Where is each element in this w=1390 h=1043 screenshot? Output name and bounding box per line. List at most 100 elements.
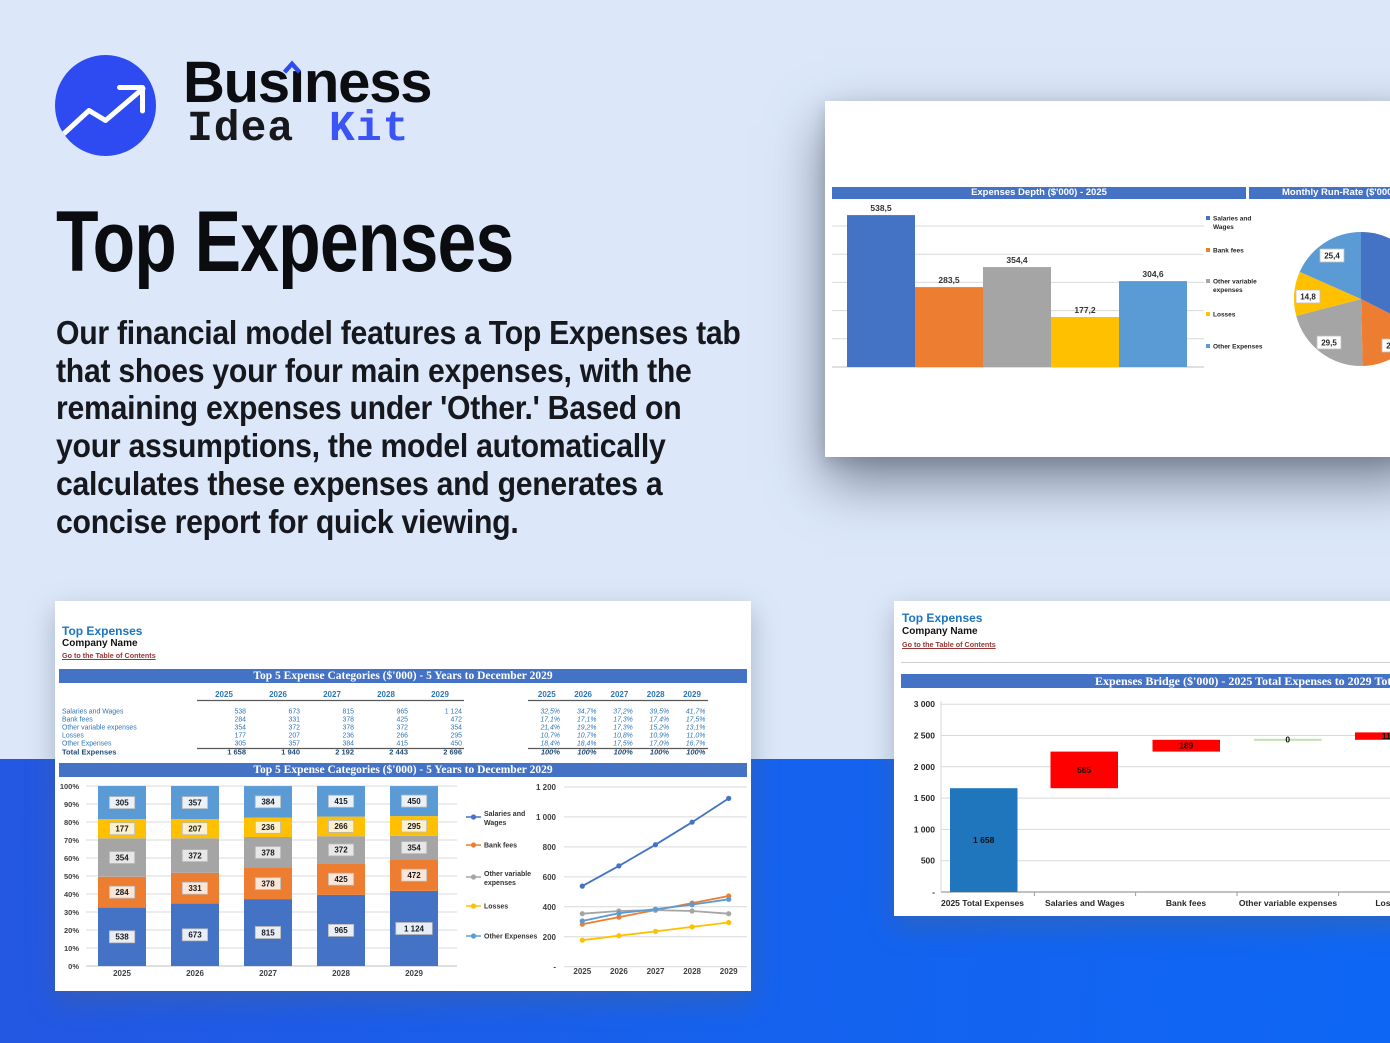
svg-text:357: 357: [289, 741, 301, 748]
svg-text:2026: 2026: [574, 690, 592, 699]
svg-text:2025 Total Expenses: 2025 Total Expenses: [941, 898, 1024, 908]
svg-text:2029: 2029: [720, 967, 738, 976]
svg-text:189: 189: [1179, 741, 1193, 751]
svg-text:expenses: expenses: [1213, 287, 1243, 294]
svg-text:37,2%: 37,2%: [613, 709, 633, 716]
svg-text:30%: 30%: [64, 908, 79, 917]
svg-text:80%: 80%: [64, 818, 79, 827]
svg-text:207: 207: [289, 733, 301, 740]
svg-text:500: 500: [921, 856, 935, 866]
svg-text:331: 331: [289, 717, 301, 724]
svg-text:34,7%: 34,7%: [577, 709, 597, 716]
svg-text:965: 965: [397, 709, 409, 716]
svg-text:378: 378: [261, 879, 275, 888]
svg-text:Other variable expenses: Other variable expenses: [62, 725, 137, 732]
svg-text:Other variable: Other variable: [1213, 279, 1257, 286]
svg-text:-: -: [553, 963, 556, 972]
svg-text:2 443: 2 443: [389, 748, 408, 757]
svg-text:Bank fees: Bank fees: [1213, 248, 1244, 255]
svg-text:177: 177: [235, 733, 247, 740]
svg-text:2025: 2025: [538, 690, 556, 699]
svg-text:Losses: Losses: [484, 904, 508, 911]
svg-text:295: 295: [451, 733, 463, 740]
svg-text:538: 538: [235, 709, 247, 716]
svg-text:Other variable expenses: Other variable expenses: [1239, 898, 1338, 908]
svg-text:100%: 100%: [686, 748, 706, 757]
svg-text:331: 331: [188, 884, 202, 893]
svg-text:29,5: 29,5: [1321, 339, 1337, 348]
svg-text:25,4: 25,4: [1324, 252, 1340, 261]
svg-text:472: 472: [451, 717, 463, 724]
svg-text:378: 378: [343, 717, 355, 724]
svg-text:304,6: 304,6: [1142, 269, 1164, 279]
svg-text:10,9%: 10,9%: [650, 733, 670, 740]
svg-text:0%: 0%: [68, 962, 79, 971]
svg-text:284: 284: [115, 888, 129, 897]
svg-text:450: 450: [451, 741, 463, 748]
svg-text:17,1%: 17,1%: [540, 717, 560, 724]
svg-text:1 124: 1 124: [445, 709, 462, 716]
svg-text:Other variable: Other variable: [484, 871, 531, 878]
svg-text:283,5: 283,5: [938, 275, 960, 285]
svg-text:357: 357: [188, 798, 202, 807]
svg-text:118: 118: [1382, 731, 1390, 741]
svg-text:2027: 2027: [611, 690, 629, 699]
svg-text:2 000: 2 000: [914, 762, 936, 772]
svg-text:800: 800: [543, 843, 557, 852]
svg-text:Other Expenses: Other Expenses: [1213, 344, 1263, 351]
svg-text:2027: 2027: [647, 967, 665, 976]
svg-text:19,2%: 19,2%: [577, 725, 597, 732]
svg-text:3 000: 3 000: [914, 699, 936, 709]
svg-text:Losses: Losses: [1213, 312, 1236, 319]
svg-text:1 000: 1 000: [914, 824, 936, 834]
svg-text:2029: 2029: [431, 690, 449, 699]
svg-text:10,8%: 10,8%: [613, 733, 633, 740]
svg-text:2028: 2028: [332, 969, 350, 978]
svg-text:Losses: Losses: [62, 733, 84, 740]
svg-text:17,3%: 17,3%: [613, 725, 633, 732]
svg-text:372: 372: [289, 725, 301, 732]
svg-text:1 124: 1 124: [404, 924, 425, 933]
svg-text:17,5%: 17,5%: [686, 717, 706, 724]
svg-text:Other Expenses: Other Expenses: [62, 741, 112, 748]
svg-text:70%: 70%: [64, 836, 79, 845]
svg-text:673: 673: [289, 709, 301, 716]
svg-text:21,4%: 21,4%: [539, 725, 560, 732]
svg-text:100%: 100%: [577, 748, 597, 757]
svg-text:378: 378: [343, 725, 355, 732]
svg-text:2026: 2026: [610, 967, 628, 976]
svg-text:18,4%: 18,4%: [577, 741, 597, 748]
svg-text:266: 266: [397, 733, 409, 740]
svg-text:Other Expenses: Other Expenses: [484, 934, 537, 941]
svg-text:400: 400: [543, 903, 557, 912]
svg-text:13,1%: 13,1%: [686, 725, 706, 732]
svg-text:1 500: 1 500: [914, 793, 936, 803]
svg-text:18,4%: 18,4%: [540, 741, 560, 748]
svg-text:Wages: Wages: [1213, 224, 1234, 231]
svg-text:100%: 100%: [614, 748, 634, 757]
svg-text:354: 354: [407, 843, 421, 852]
svg-text:2029: 2029: [405, 969, 423, 978]
svg-text:23,7: 23,7: [1386, 342, 1390, 351]
svg-text:177: 177: [115, 825, 129, 834]
svg-text:10,7%: 10,7%: [577, 733, 597, 740]
svg-text:305: 305: [235, 741, 247, 748]
svg-text:32,5%: 32,5%: [540, 709, 560, 716]
svg-text:40%: 40%: [64, 890, 79, 899]
svg-text:815: 815: [343, 709, 355, 716]
svg-text:2026: 2026: [269, 690, 287, 699]
svg-text:90%: 90%: [64, 800, 79, 809]
svg-text:-: -: [932, 887, 935, 897]
svg-text:2025: 2025: [573, 967, 591, 976]
svg-text:1 658: 1 658: [227, 748, 246, 757]
svg-text:415: 415: [334, 797, 348, 806]
svg-text:372: 372: [188, 851, 202, 860]
svg-text:Total Expenses: Total Expenses: [62, 748, 116, 757]
svg-text:Salaries and Wages: Salaries and Wages: [1045, 898, 1125, 908]
svg-text:372: 372: [334, 846, 348, 855]
svg-text:200: 200: [543, 933, 557, 942]
svg-text:2027: 2027: [259, 969, 277, 978]
svg-text:2028: 2028: [683, 967, 701, 976]
svg-text:965: 965: [334, 926, 348, 935]
svg-text:538: 538: [115, 933, 129, 942]
